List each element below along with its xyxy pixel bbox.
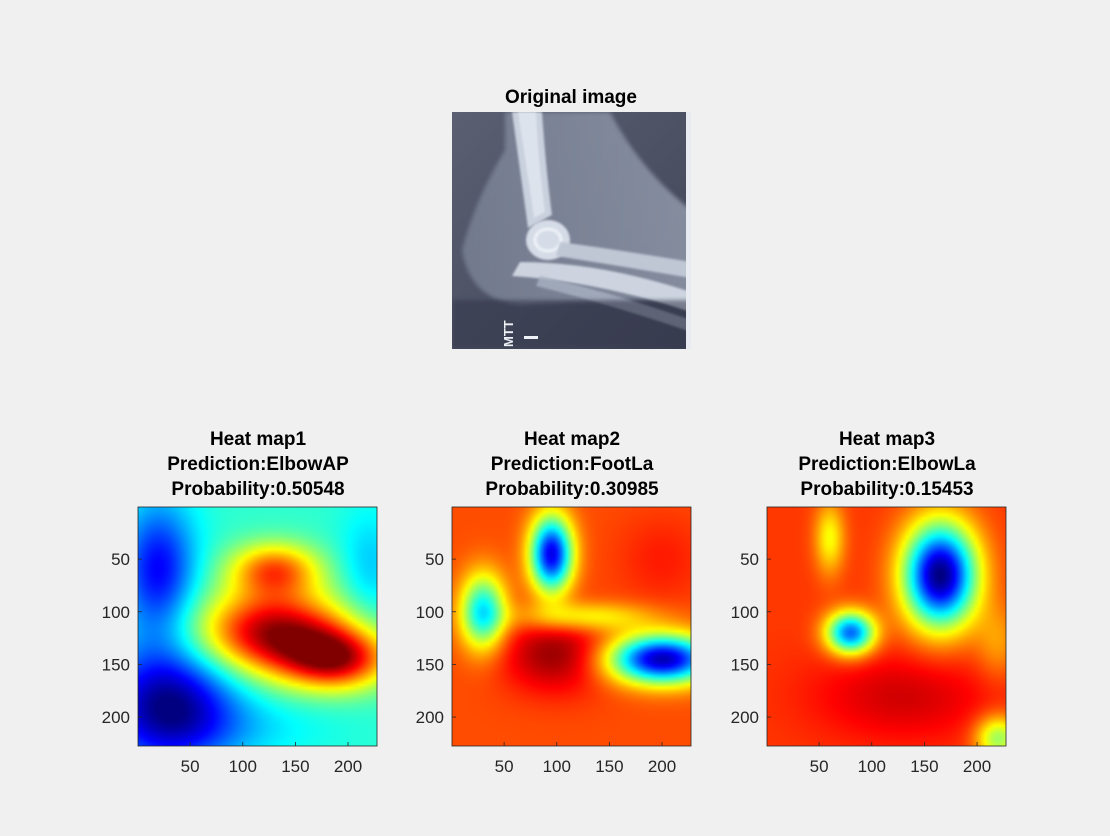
- heatmap3-xtick-label: 100: [858, 757, 886, 776]
- heatmap3-raster: [767, 507, 1006, 746]
- original-image-title: Original image: [505, 87, 637, 108]
- heatmap1-xtick-label: 100: [229, 757, 257, 776]
- heatmap3-plot: 50 100 150 200 50 100 150 200: [731, 506, 1007, 776]
- heatmap1-raster: [138, 507, 377, 746]
- heatmap3-title-line1: Heat map3: [839, 429, 935, 450]
- heatmap1-xtick-label: 150: [281, 757, 309, 776]
- heatmap1-plot: 50 100 150 200 50 100 150 200: [102, 506, 378, 776]
- heatmap2-plot: 50 100 150 200 50 100 150 200: [416, 506, 692, 776]
- heatmap-panel-1: Heat map1 Prediction:ElbowAP Probability…: [102, 429, 378, 776]
- heatmap2-ytick-label: 50: [425, 550, 444, 569]
- heatmap1-ytick-label: 150: [102, 655, 130, 674]
- heatmap3-ytick-label: 200: [731, 708, 759, 727]
- heatmap1-ytick-label: 100: [102, 603, 130, 622]
- heatmap2-ytick-label: 150: [416, 655, 444, 674]
- heatmap-panel-3: Heat map3 Prediction:ElbowLa Probability…: [731, 429, 1007, 776]
- heatmap2-prediction: Prediction:FootLa: [491, 454, 654, 475]
- heatmap2-title-line1: Heat map2: [524, 429, 620, 450]
- heatmap2-ytick-label: 100: [416, 603, 444, 622]
- heatmap1-ytick-label: 200: [102, 708, 130, 727]
- heatmap3-probability: Probability:0.15453: [800, 479, 973, 500]
- heatmap1-probability: Probability:0.50548: [171, 479, 344, 500]
- heatmap1-prediction: Prediction:ElbowAP: [167, 454, 349, 475]
- heatmap1-xtick-label: 200: [334, 757, 362, 776]
- original-image-panel: Original image MTT: [452, 87, 691, 349]
- heatmap2-probability: Probability:0.30985: [485, 479, 659, 500]
- heatmap3-ytick-label: 50: [740, 550, 759, 569]
- heatmap2-axes-frame: [451, 506, 692, 747]
- heatmap1-title-line1: Heat map1: [210, 429, 307, 450]
- heatmap1-axes-frame: [137, 506, 378, 747]
- heatmap3-ytick-label: 150: [731, 655, 759, 674]
- heatmap2-xtick-label: 150: [595, 757, 623, 776]
- heatmap2-ytick-label: 200: [416, 708, 444, 727]
- heatmap2-xtick-label: 50: [495, 757, 514, 776]
- heatmap-panel-2: Heat map2 Prediction:FootLa Probability:…: [416, 429, 692, 776]
- heatmap3-prediction: Prediction:ElbowLa: [798, 454, 976, 475]
- heatmap3-xtick-label: 200: [963, 757, 991, 776]
- heatmap1-ytick-label: 50: [111, 550, 130, 569]
- heatmap2-raster: [452, 507, 691, 746]
- heatmap2-xtick-label: 100: [543, 757, 571, 776]
- heatmap3-axes-frame: [766, 506, 1007, 747]
- heatmap2-xtick-label: 200: [648, 757, 676, 776]
- xray-marker-text: MTT: [501, 320, 516, 347]
- xray-image: MTT: [452, 112, 691, 349]
- heatmap3-ytick-label: 100: [731, 603, 759, 622]
- heatmap1-xtick-label: 50: [181, 757, 200, 776]
- heatmap3-xtick-label: 50: [810, 757, 829, 776]
- heatmap3-xtick-label: 150: [910, 757, 938, 776]
